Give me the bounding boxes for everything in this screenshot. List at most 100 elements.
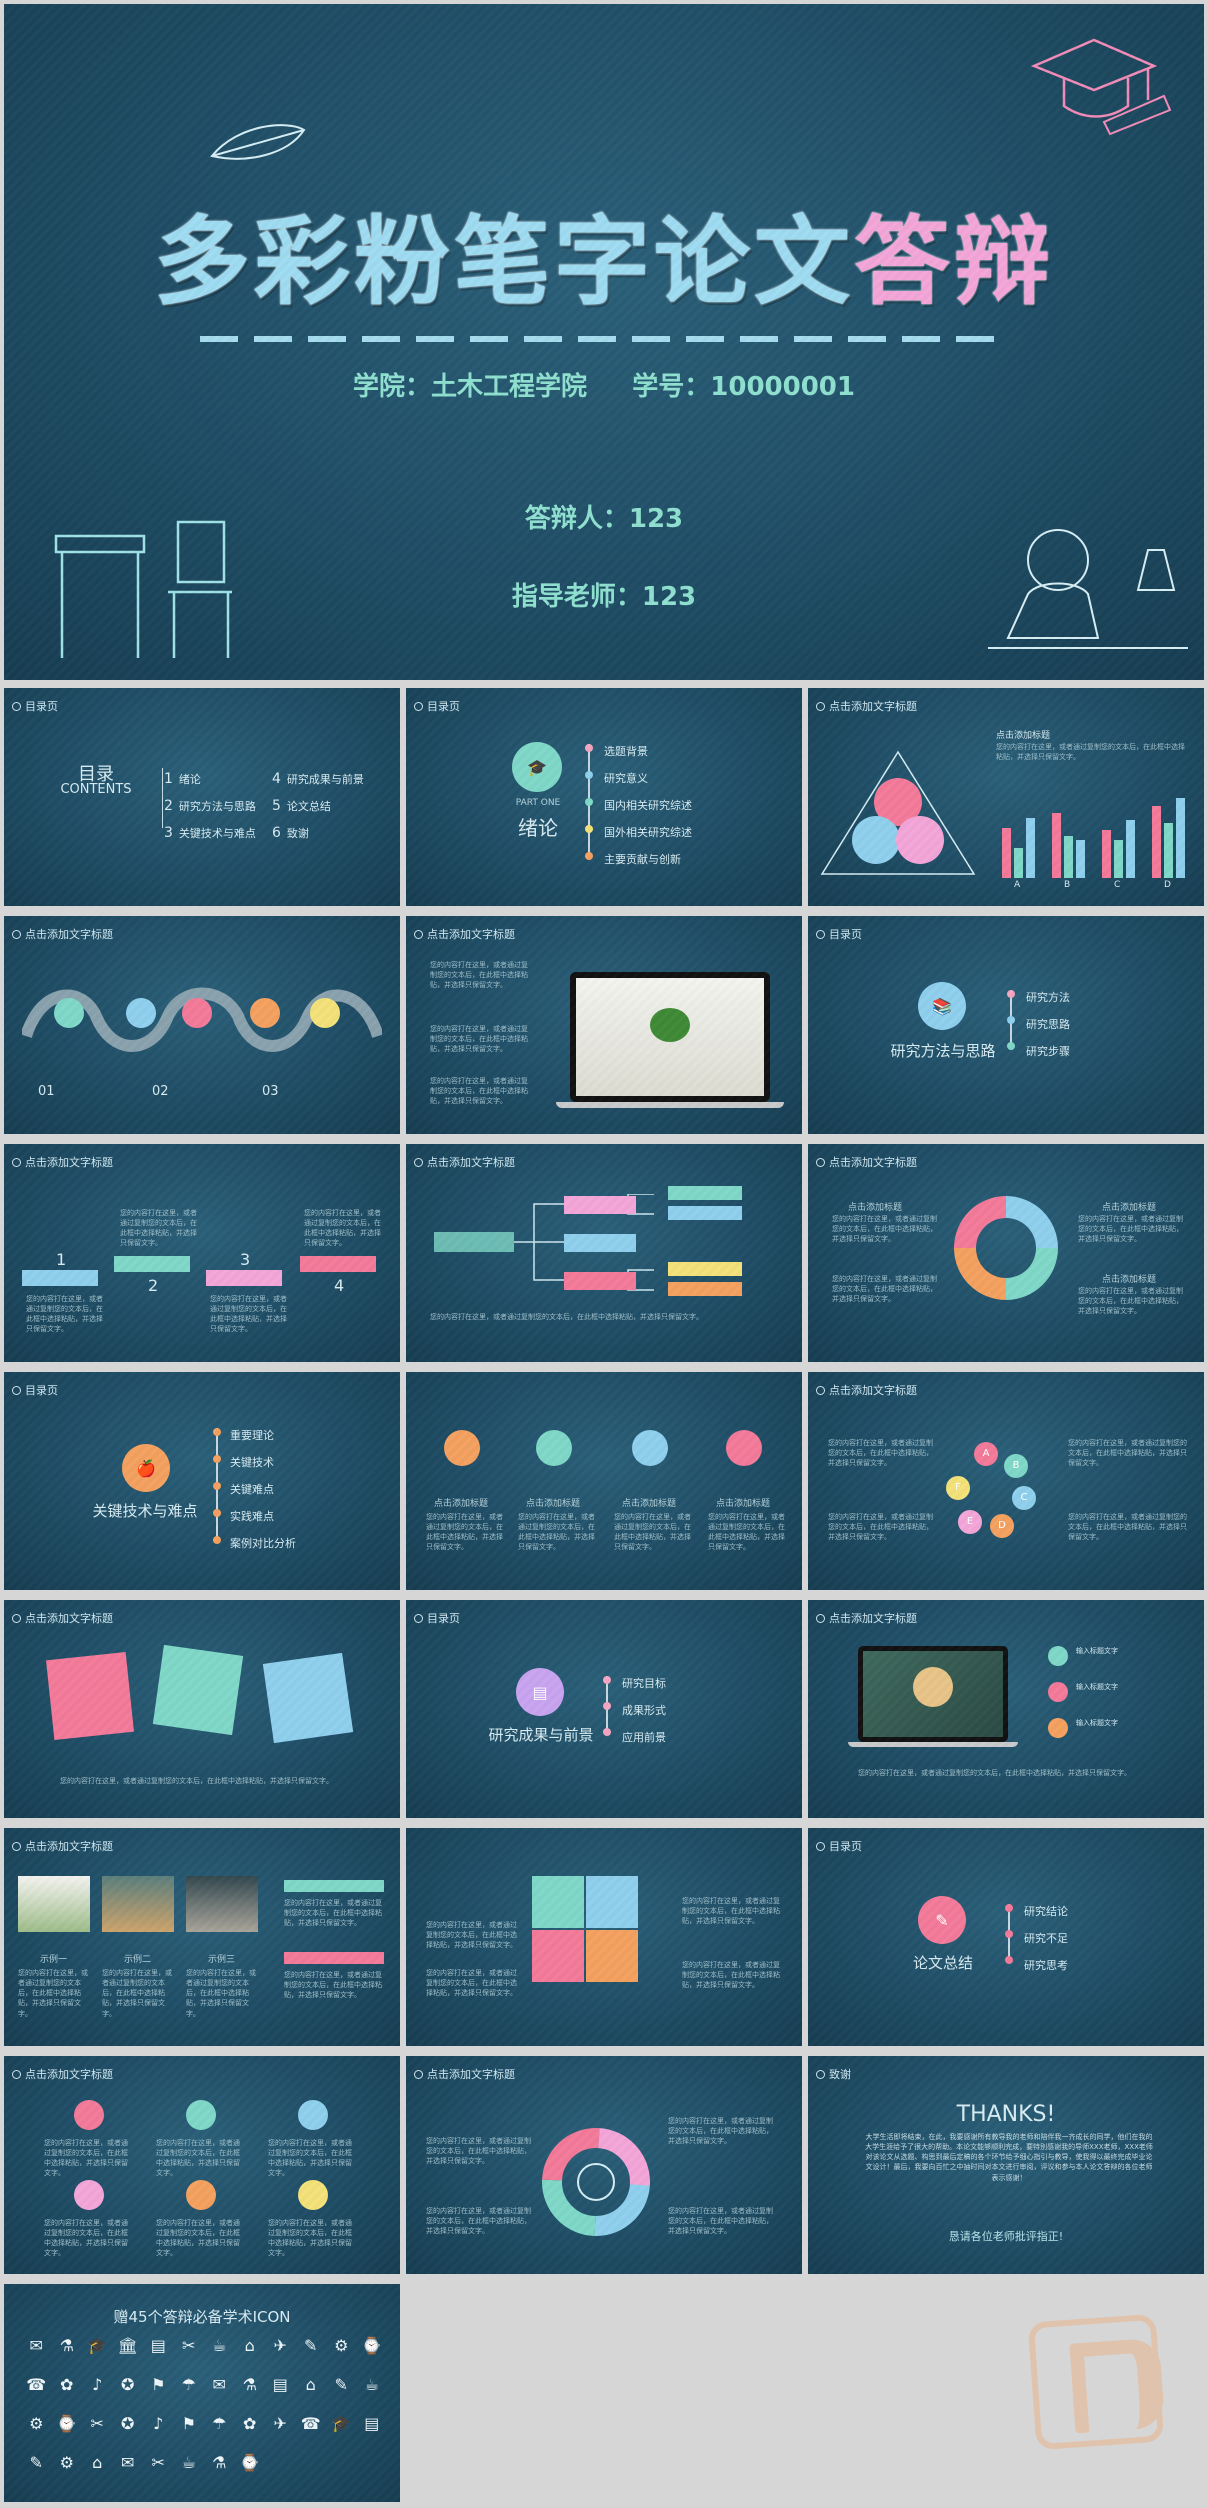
slide-part-one[interactable]: 目录页 🎓 PART ONE 绪论 选题背景 研究意义 国内相关研究综述 国外相… [406,688,802,906]
slide-thanks[interactable]: 致谢 THANKS! 大学生活即将结束，在此，我要感谢所有教导我的老师和陪伴我一… [808,2056,1204,2274]
slide-part-five[interactable]: 目录页 ✎ 论文总结 研究结论 研究不足 研究思考 [808,1828,1204,2046]
toc-title: 目录 [78,764,114,785]
part-item[interactable]: 研究步骤 [1026,1045,1070,1058]
cover-slide[interactable]: 多彩粉笔字论文答辩 学院：土木工程学院 学号：10000001 答辩人：123 … [4,4,1204,680]
part-item[interactable]: 研究意义 [604,772,648,785]
cycle-text: 您的内容打在这里，或者通过复制您的文本后，在此框中选择粘贴，并选择只保留文字。 [1078,1215,1183,1244]
mind-map-leaf [668,1262,742,1276]
part-item[interactable]: 国内相关研究综述 [604,799,692,812]
slide-cycle[interactable]: 点击添加文字标题 点击添加标题 您的内容打在这里，或者通过复制您的文本后，在此框… [808,1144,1204,1362]
ring-text: 您的内容打在这里，或者通过复制您的文本后，在此框中选择粘贴，并选择只保留文字。 [426,2137,531,2166]
part-item[interactable]: 主要贡献与创新 [604,853,681,866]
part-item[interactable]: 关键技术 [230,1456,274,1469]
academic-icon: ✿ [243,2414,257,2433]
mind-map-root [434,1232,514,1252]
part-item[interactable]: 重要理论 [230,1429,274,1442]
toc-item[interactable]: 6 致谢 [272,825,309,841]
part-item[interactable]: 研究方法 [1026,991,1070,1004]
sticky-note [46,1652,134,1740]
thanks-title: THANKS! [956,2102,1056,2127]
laptop-image [858,1646,1008,1742]
part-item[interactable]: 关键难点 [230,1483,274,1496]
cycle-text: 您的内容打在这里，或者通过复制您的文本后，在此框中选择粘贴，并选择只保留文字。 [832,1215,937,1244]
sticky-note [262,1652,354,1744]
slide-ring[interactable]: 点击添加文字标题 您的内容打在这里，或者通过复制您的文本后，在此框中选择粘贴，并… [406,2056,802,2274]
toc-item[interactable]: 3 关键技术与难点 [164,825,256,841]
slide-laptop-globe[interactable]: 点击添加文字标题 输入标题文字 输入标题文字 输入标题文字 您的内容打在这里，或… [808,1600,1204,1818]
part-item[interactable]: 案例对比分析 [230,1537,296,1550]
header-icon [12,701,21,711]
desk-doodle-icon [54,520,232,658]
part-item[interactable]: 国外相关研究综述 [604,826,692,839]
toc-item[interactable]: 5 论文总结 [272,798,331,814]
petal: D [990,1514,1014,1538]
part-title: 研究方法与思路 [890,1042,996,1060]
column-heading: 点击添加标题 [526,1499,581,1509]
part-item[interactable]: 研究思路 [1026,1018,1070,1031]
slide-wave-steps[interactable]: 点击添加文字标题 01 02 03 [4,916,400,1134]
slide-icons-gift[interactable]: 赠45个答辩必备学术ICON ✉ ⚗ 🎓 🏛 ▤ ✂ ☕ ⌂ ✈ ✎ ⚙ ⌚ ☎ ✿ ♪ ✪ ⚑ ☂ ✉ ⚗ ▤ ⌂ ✎ ☕ ⚙… [4,2284,400,2502]
advisor-name: 指导老师：123 [511,582,697,612]
part-item[interactable]: 研究目标 [622,1677,666,1690]
slide-part-two[interactable]: 目录页 📚 研究方法与思路 研究方法 研究思路 研究步骤 [808,916,1204,1134]
slide-header: 点击添加文字标题 [816,698,917,714]
part-item[interactable]: 研究结论 [1024,1905,1068,1918]
part-item[interactable]: 实践难点 [230,1510,274,1523]
toc-item[interactable]: 2 研究方法与思路 [164,798,256,814]
slide-four-columns[interactable]: 点击添加标题 点击添加标题 点击添加标题 点击添加标题 您的内容打在这里，或者通… [406,1372,802,1590]
grid-icon [298,2180,328,2210]
item-icon [1048,1718,1068,1738]
timeline [1007,990,1015,1050]
graduation-cap-icon: 🎓 [512,742,562,792]
slide-header: 点击添加文字标题 [816,1610,917,1626]
item-icon [1048,1646,1068,1666]
slide-header: 目录页 [816,1838,862,1854]
bar-category-label: C [1114,880,1121,890]
slide-icon-grid[interactable]: 点击添加文字标题 您的内容打在这里，或者通过复制您的文本后，在此框中选择粘贴，并… [4,2056,400,2274]
cover-title: 多彩粉笔字论文答辩 [154,206,1054,318]
slide-puzzle[interactable]: 您的内容打在这里，或者通过复制您的文本后，在此框中选择粘贴，并选择只保留文字。 … [406,1828,802,2046]
case-text: 您的内容打在这里，或者通过复制您的文本后，在此框中选择粘贴，并选择只保留文字。 [102,1969,172,2018]
toc-item[interactable]: 1 绪论 [164,771,201,787]
bar [1026,818,1035,878]
academic-icon: ⚗ [212,2453,227,2472]
slide-part-four[interactable]: 目录页 ▤ 研究成果与前景 研究目标 成果形式 应用前景 [406,1600,802,1818]
grid-icon [74,2100,104,2130]
ring-text: 您的内容打在这里，或者通过复制您的文本后，在此框中选择粘贴，并选择只保留文字。 [668,2117,773,2146]
mind-map-leaf [668,1186,742,1200]
toc-item[interactable]: 4 研究成果与前景 [272,771,364,787]
academic-icon: ⌂ [92,2453,103,2472]
slide-flower[interactable]: 点击添加文字标题 A B C D E F 您的内容打在这里，或者通过复制您的文本… [808,1372,1204,1590]
slide-header: 点击添加文字标题 [414,926,515,942]
cycle-heading: 点击添加标题 [848,1203,903,1213]
step-number: 1 [56,1250,67,1269]
triangle-diagram [820,750,976,875]
slide-sticky-notes[interactable]: 点击添加文字标题 您的内容打在这里，或者通过复制您的文本后，在此框中选择粘贴，并… [4,1600,400,1818]
part-item[interactable]: 研究不足 [1024,1932,1068,1945]
slide-header: 目录页 [414,1610,460,1626]
bar-chart [992,788,1192,878]
slide-part-three[interactable]: 目录页 🍎 关键技术与难点 重要理论 关键技术 关键难点 实践难点 案例对比分析 [4,1372,400,1590]
toc-title-en: CONTENTS [60,782,132,797]
grid-icon [298,2100,328,2130]
slide-cases[interactable]: 点击添加文字标题 示例一 示例二 示例三 您的内容打在这里，或者通过复制您的文本… [4,1828,400,2046]
laptop-image [570,972,770,1102]
slide-stairs[interactable]: 点击添加文字标题 1 2 3 4 您的内容打在这里，或者通过复制您的文本后，在此… [4,1144,400,1362]
icon-grid: ✉ ⚗ 🎓 🏛 ▤ ✂ ☕ ⌂ ✈ ✎ ⚙ ⌚ ☎ ✿ ♪ ✪ ⚑ ☂ ✉ ⚗ ▤ ⌂ ✎ ☕ ⚙ ⌚ ✂ ✪ ♪ ⚑ ☂ ✿ ✈ ☎ 🎓 ▤ ✎ ⚙ ⌂ ✉… [24,2336,384,2486]
text-block: 您的内容打在这里，或者通过复制您的文本后，在此框中选择粘贴，并选择只保留文字。 [430,961,528,990]
slide-mind-map[interactable]: 点击添加文字标题 您的内容打在这里，或者通过复制您的文本后，在此框中选择粘贴，并… [406,1144,802,1362]
header-icon [816,701,825,711]
part-item[interactable]: 应用前景 [622,1731,666,1744]
academic-icon: ☕ [364,2375,379,2394]
part-item[interactable]: 选题背景 [604,745,648,758]
puzzle-text: 您的内容打在这里，或者通过复制您的文本后，在此框中选择粘贴，并选择只保留文字。 [682,1897,780,1926]
slide-laptop-tree[interactable]: 点击添加文字标题 您的内容打在这里，或者通过复制您的文本后，在此框中选择粘贴，并… [406,916,802,1134]
step-text: 您的内容打在这里，或者通过复制您的文本后，在此框中选择粘贴，并选择只保留文字。 [304,1209,381,1248]
grid-text: 您的内容打在这里，或者通过复制您的文本后，在此框中选择粘贴，并选择只保留文字。 [44,2139,128,2178]
step-number: 01 [38,1084,55,1099]
cycle-arrows-diagram [954,1196,1058,1300]
part-item[interactable]: 研究思考 [1024,1959,1068,1972]
part-item[interactable]: 成果形式 [622,1704,666,1717]
slide-bar-chart[interactable]: 点击添加文字标题 点击添加标题 您的内容打在这里，或者通过复制您的文本后，在此框… [808,688,1204,906]
